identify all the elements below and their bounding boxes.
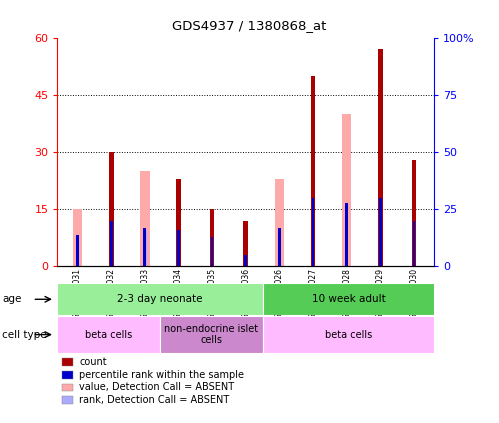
Text: beta cells: beta cells (85, 330, 132, 340)
Text: age: age (2, 294, 22, 304)
Text: 10 week adult: 10 week adult (312, 294, 385, 304)
Text: 2-3 day neonate: 2-3 day neonate (117, 294, 203, 304)
Text: rank, Detection Call = ABSENT: rank, Detection Call = ABSENT (79, 395, 230, 405)
Text: GDS4937 / 1380868_at: GDS4937 / 1380868_at (172, 19, 327, 32)
Bar (342, 114, 351, 266)
Bar (379, 198, 382, 266)
Bar (140, 171, 150, 266)
Bar (274, 179, 284, 266)
Bar (312, 198, 314, 266)
Text: percentile rank within the sample: percentile rank within the sample (79, 370, 245, 380)
Bar (277, 230, 281, 266)
Bar (412, 160, 416, 266)
Bar (378, 49, 383, 266)
Bar (345, 203, 348, 266)
Bar (263, 283, 434, 315)
Bar (177, 230, 180, 266)
Bar (144, 228, 146, 266)
Bar (109, 152, 114, 266)
Text: count: count (79, 357, 107, 367)
Bar (73, 209, 82, 266)
Bar (57, 283, 263, 315)
Bar (57, 316, 160, 353)
Bar (244, 221, 248, 266)
Bar (160, 316, 263, 353)
Bar (210, 209, 215, 266)
Text: beta cells: beta cells (325, 330, 372, 340)
Text: cell type: cell type (2, 330, 47, 340)
Bar (413, 221, 415, 266)
Text: value, Detection Call = ABSENT: value, Detection Call = ABSENT (79, 382, 235, 393)
Bar (263, 316, 434, 353)
Text: non-endocrine islet
cells: non-endocrine islet cells (165, 324, 258, 346)
Bar (143, 230, 147, 266)
Bar (110, 221, 113, 266)
Bar (176, 179, 181, 266)
Bar (76, 234, 79, 266)
Bar (76, 237, 79, 266)
Bar (278, 228, 281, 266)
Bar (245, 255, 247, 266)
Bar (211, 237, 214, 266)
Bar (311, 76, 315, 266)
